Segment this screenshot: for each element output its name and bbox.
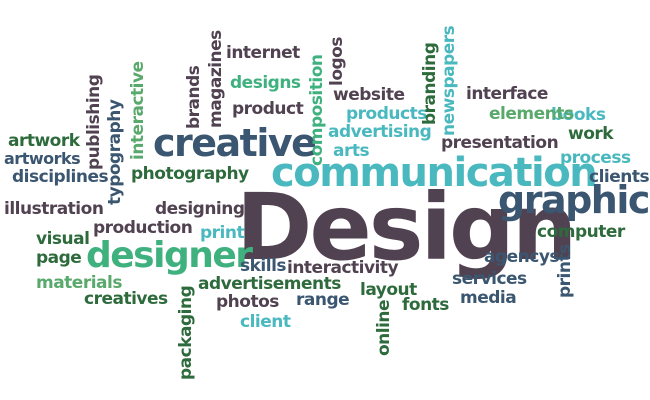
word-interactive: interactive [128,61,148,160]
word-clients: clients [589,167,650,187]
word-newspapers: newspapers [439,25,459,136]
word-interactivity: interactivity [287,258,399,278]
word-books: books [551,105,606,125]
word-designer: designer [86,235,253,276]
word-illustration: illustration [4,199,104,219]
word-composition: composition [307,54,327,167]
word-logos: logos [327,37,347,86]
word-advertising: advertising [328,122,432,142]
word-magazines: magazines [206,30,226,128]
word-media: media [460,288,517,308]
word-advertisements: advertisements [198,274,341,294]
word-graphic: graphic [498,178,650,222]
word-process: process [560,148,631,168]
word-design: Design [236,174,577,281]
word-photos: photos [216,292,279,312]
word-creatives: creatives [84,289,168,309]
word-production: production [93,218,193,238]
word-designs: designs [230,73,301,93]
word-communication: communication [271,150,598,196]
word-typography: typography [105,99,125,205]
word-brands: brands [184,65,204,129]
word-visual: visual [36,229,90,249]
word-internet: internet [226,43,300,63]
word-materials: materials [36,273,122,293]
word-product: product [232,99,304,119]
word-skills: skills [240,256,287,276]
word-artworks: artworks [4,149,81,168]
word-website: website [333,85,405,105]
word-page: page [36,248,82,268]
word-elements: elements [489,104,574,124]
word-fonts: fonts [402,295,449,315]
word-work: work [568,124,614,144]
word-print: print [200,223,245,243]
word-creative: creative [153,121,317,165]
word-publishing: publishing [84,74,104,170]
word-disciplines: disciplines [12,167,109,187]
word-computer: computer [537,222,625,242]
word-online: online [374,299,394,356]
word-agencys: agencys [484,247,560,267]
word-photography: photography [131,164,249,184]
word-prints: prints [555,244,575,298]
word-client: client [240,312,291,332]
word-interface: interface [466,84,548,104]
word-layout: layout [360,280,417,300]
word-branding: branding [420,42,440,125]
word-packaging: packaging [176,285,196,380]
word-range: range [296,290,350,310]
word-designing: designing [155,199,245,219]
word-presentation: presentation [441,133,559,153]
word-arts: arts [333,141,370,161]
word-artwork: artwork [8,131,80,151]
word-services: services [452,269,527,289]
word-products: products [346,104,427,124]
